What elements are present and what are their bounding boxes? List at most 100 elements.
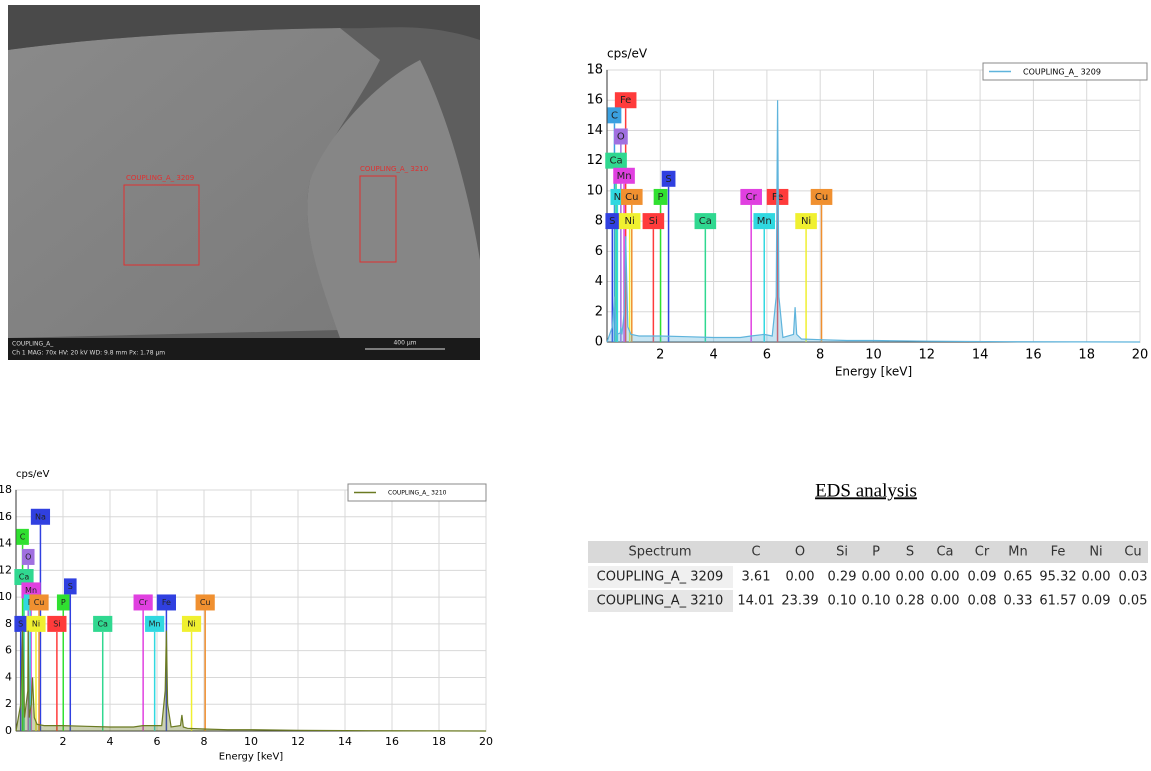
table-cell: 0.10: [828, 594, 857, 609]
element-label: P: [61, 598, 66, 607]
table-header: Mn: [1008, 545, 1027, 560]
sem-image: COUPLING_A_ 3209 COUPLING_A_ 3210 COUPLI…: [8, 5, 480, 360]
table-title: EDS analysis: [815, 480, 917, 501]
x-tick-label: 18: [432, 735, 446, 748]
x-tick-label: 20: [479, 735, 493, 748]
element-label: Ni: [32, 619, 40, 628]
y-tick-label: 8: [595, 214, 603, 229]
table-cell: 0.29: [828, 570, 857, 585]
element-tag: [694, 213, 717, 230]
element-tag: [610, 188, 625, 205]
x-tick-label: 18: [1078, 348, 1095, 363]
table-header-bg: [588, 541, 1148, 563]
element-label: Mn: [757, 216, 772, 227]
sem-box: [123, 184, 200, 266]
element-label: O: [25, 552, 31, 561]
element-tag: [26, 615, 46, 632]
element-tag: [14, 569, 34, 586]
x-tick-label: 4: [107, 735, 114, 748]
x-tick-label: 8: [816, 348, 824, 363]
sem-box: [359, 175, 397, 263]
x-tick-label: 10: [244, 735, 258, 748]
y-tick-label: 2: [5, 697, 12, 710]
y-tick-label: 14: [586, 123, 603, 138]
legend-label: COUPLING_A_ 3210: [388, 490, 447, 497]
table-cell: 0.00: [931, 570, 960, 585]
sem-region: [8, 28, 380, 338]
element-tag: [145, 615, 165, 632]
y-axis-label: cps/eV: [16, 469, 50, 480]
element-tag: [753, 213, 776, 230]
element-tag: [614, 92, 637, 109]
table-cell: COUPLING_A_ 3209: [597, 570, 724, 585]
table-header: Ni: [1089, 545, 1102, 560]
element-tag: [661, 170, 676, 187]
element-tag: [613, 167, 635, 184]
sem-info: COUPLING_A_: [12, 341, 54, 348]
table-cell: 14.01: [737, 594, 774, 609]
element-tag: [795, 213, 817, 230]
x-tick-label: 12: [291, 735, 305, 748]
x-tick-label: 8: [201, 735, 208, 748]
element-label: Cr: [139, 598, 149, 607]
element-label: Ca: [19, 573, 30, 582]
table-header: Cr: [975, 545, 990, 560]
element-tag: [21, 582, 41, 599]
table-cell: 0.00: [896, 570, 925, 585]
table-cell: 0.09: [1082, 594, 1111, 609]
table-cell: 23.39: [781, 594, 818, 609]
table-cell: 3.61: [742, 570, 771, 585]
element-label: P: [658, 192, 664, 203]
element-label: Mn: [25, 586, 37, 595]
element-label: Ni: [187, 619, 195, 628]
y-tick-label: 0: [595, 335, 603, 350]
element-label: Ca: [97, 619, 108, 628]
sem-region: [307, 60, 480, 338]
table-cell: 0.00: [931, 594, 960, 609]
legend-box: [982, 62, 1148, 81]
spectrum: [606, 100, 1141, 343]
element-tag: [810, 188, 833, 205]
element-tag: [16, 528, 29, 545]
element-tag: [766, 188, 789, 205]
y-tick-label: 10: [586, 183, 603, 198]
x-tick-label: 6: [154, 735, 161, 748]
sem-label: COUPLING_A_ 3209: [126, 174, 194, 182]
element-tag: [133, 594, 153, 611]
element-tag: [195, 594, 215, 611]
element-tag: [653, 188, 668, 205]
x-tick-label: 4: [709, 348, 717, 363]
element-tag: [740, 188, 762, 205]
x-tick-label: 6: [763, 348, 771, 363]
element-tag: [181, 615, 202, 632]
element-tag: [642, 213, 665, 230]
spectrum: [15, 630, 487, 732]
table-cell-bg: [588, 590, 733, 612]
legend-box: [347, 483, 487, 502]
sem-info-bar: [8, 338, 480, 360]
y-tick-label: 18: [0, 483, 12, 496]
sem-info: Ch 1 MAG: 70x HV: 20 kV WD: 9.8 mm Px: 1…: [12, 350, 165, 357]
x-tick-label: 2: [60, 735, 67, 748]
table-header: O: [795, 545, 805, 560]
element-label: Ni: [801, 216, 811, 227]
y-tick-label: 18: [586, 63, 603, 78]
y-tick-label: 6: [5, 644, 12, 657]
element-label: N: [614, 192, 621, 203]
element-label: S: [665, 174, 671, 185]
table-cell: 0.00: [786, 570, 815, 585]
y-tick-label: 16: [0, 510, 12, 523]
element-label: Ni: [625, 216, 635, 227]
table-cell: 0.00: [1082, 570, 1111, 585]
element-label: Fe: [620, 95, 631, 106]
element-label: Ca: [609, 156, 622, 167]
table-cell: 0.10: [862, 594, 891, 609]
table-header: P: [872, 545, 880, 560]
element-label: Cu: [815, 192, 828, 203]
y-tick-label: 0: [5, 724, 12, 737]
y-tick-label: 16: [586, 93, 603, 108]
element-label: Cu: [200, 598, 211, 607]
element-tag: [605, 213, 620, 230]
table-cell: 0.08: [968, 594, 997, 609]
